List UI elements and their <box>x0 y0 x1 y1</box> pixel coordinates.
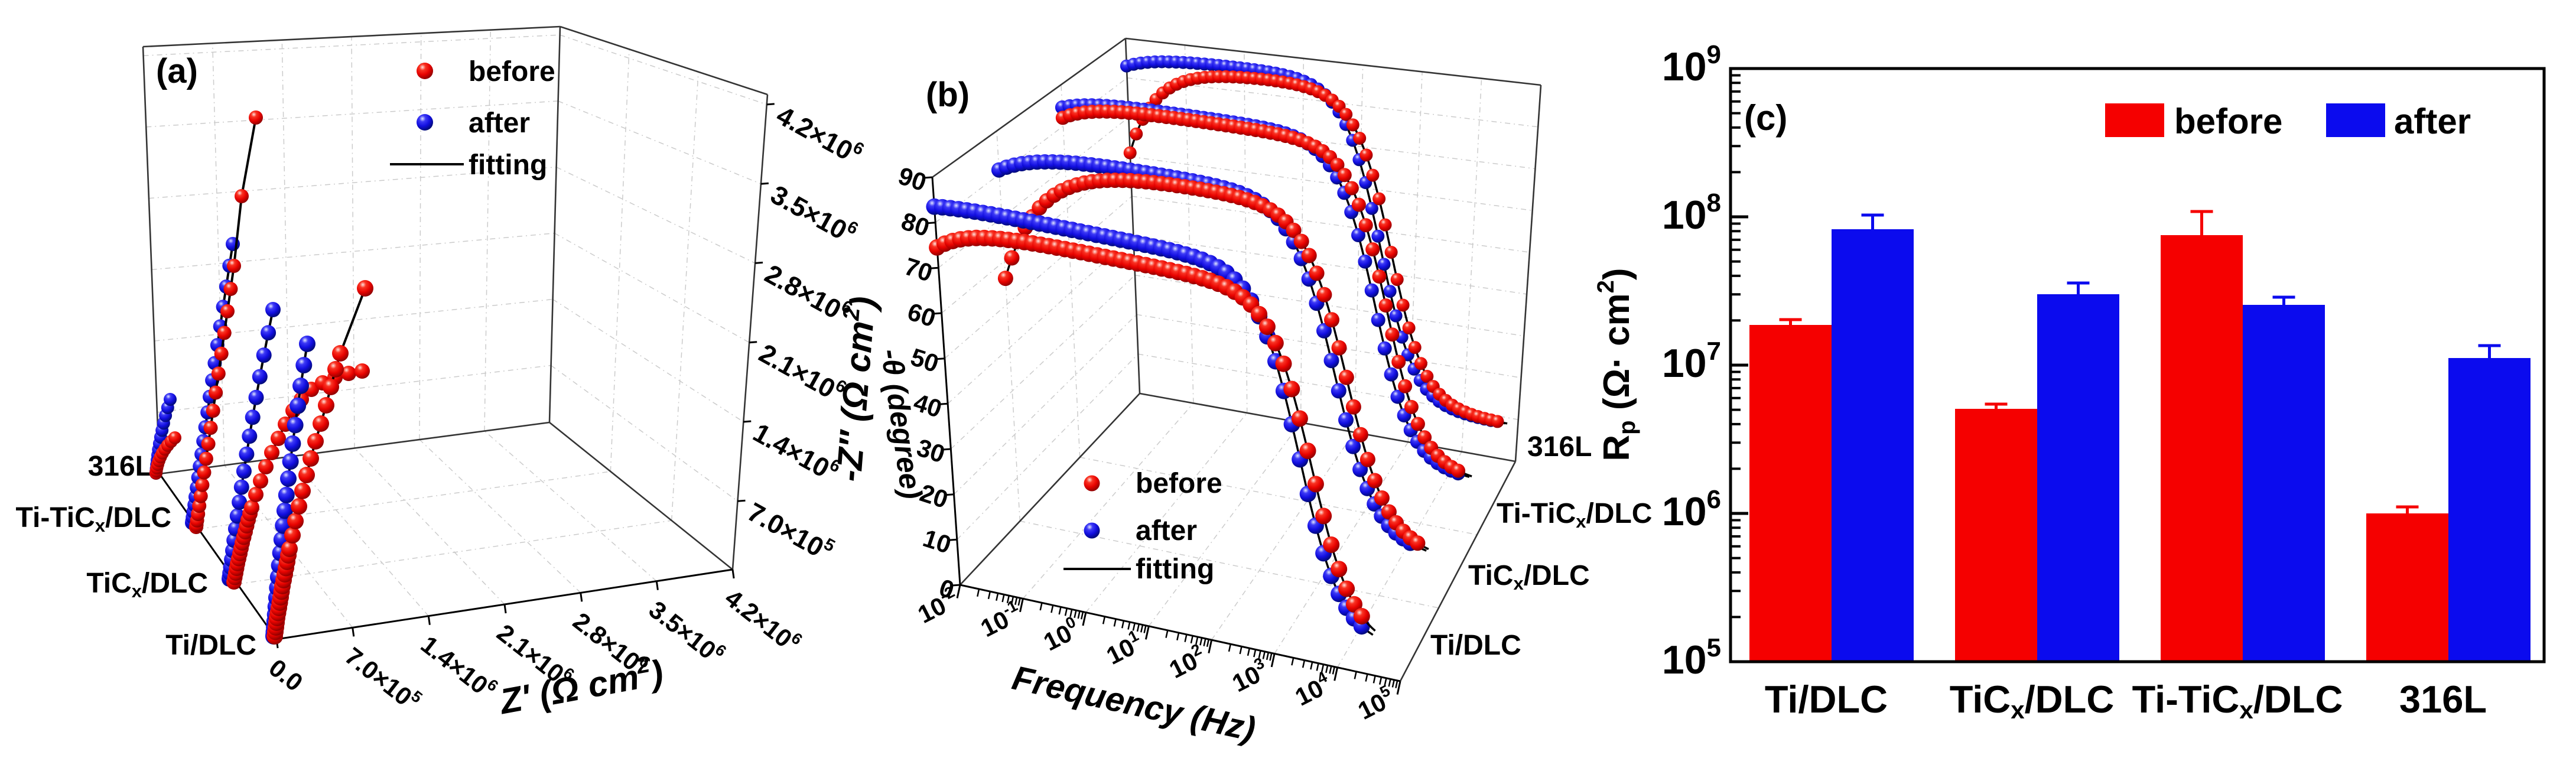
svg-text:TiCx/DLC: TiCx/DLC <box>86 568 208 601</box>
svg-text:fitting: fitting <box>469 149 547 181</box>
svg-text:Ti/DLC: Ti/DLC <box>1765 678 1888 721</box>
svg-text:Ti-TiCx/DLC: Ti-TiCx/DLC <box>16 502 171 536</box>
svg-text:(b): (b) <box>926 76 970 114</box>
svg-text:316L: 316L <box>1527 431 1592 463</box>
svg-text:(a): (a) <box>156 52 198 90</box>
svg-text:(c): (c) <box>1744 98 1787 138</box>
svg-text:before: before <box>2174 102 2282 141</box>
svg-text:TiCx/DLC: TiCx/DLC <box>1950 678 2115 724</box>
svg-text:after: after <box>1136 515 1197 546</box>
svg-text:Ti/DLC: Ti/DLC <box>1430 630 1521 661</box>
svg-text:TiCx/DLC: TiCx/DLC <box>1468 560 1590 594</box>
svg-text:Ti-TiCx/DLC: Ti-TiCx/DLC <box>1497 498 1652 532</box>
svg-text:316L: 316L <box>88 451 152 482</box>
svg-text:after: after <box>2394 102 2471 141</box>
svg-text:fitting: fitting <box>1136 554 1214 585</box>
svg-text:after: after <box>469 108 530 139</box>
svg-text:107: 107 <box>1662 337 1721 386</box>
svg-text:Ti-TiCx/DLC: Ti-TiCx/DLC <box>2132 678 2343 724</box>
svg-text:Ti/DLC: Ti/DLC <box>165 630 256 661</box>
svg-text:before: before <box>469 56 555 87</box>
svg-text:316L: 316L <box>2399 678 2487 721</box>
svg-text:before: before <box>1136 468 1222 499</box>
